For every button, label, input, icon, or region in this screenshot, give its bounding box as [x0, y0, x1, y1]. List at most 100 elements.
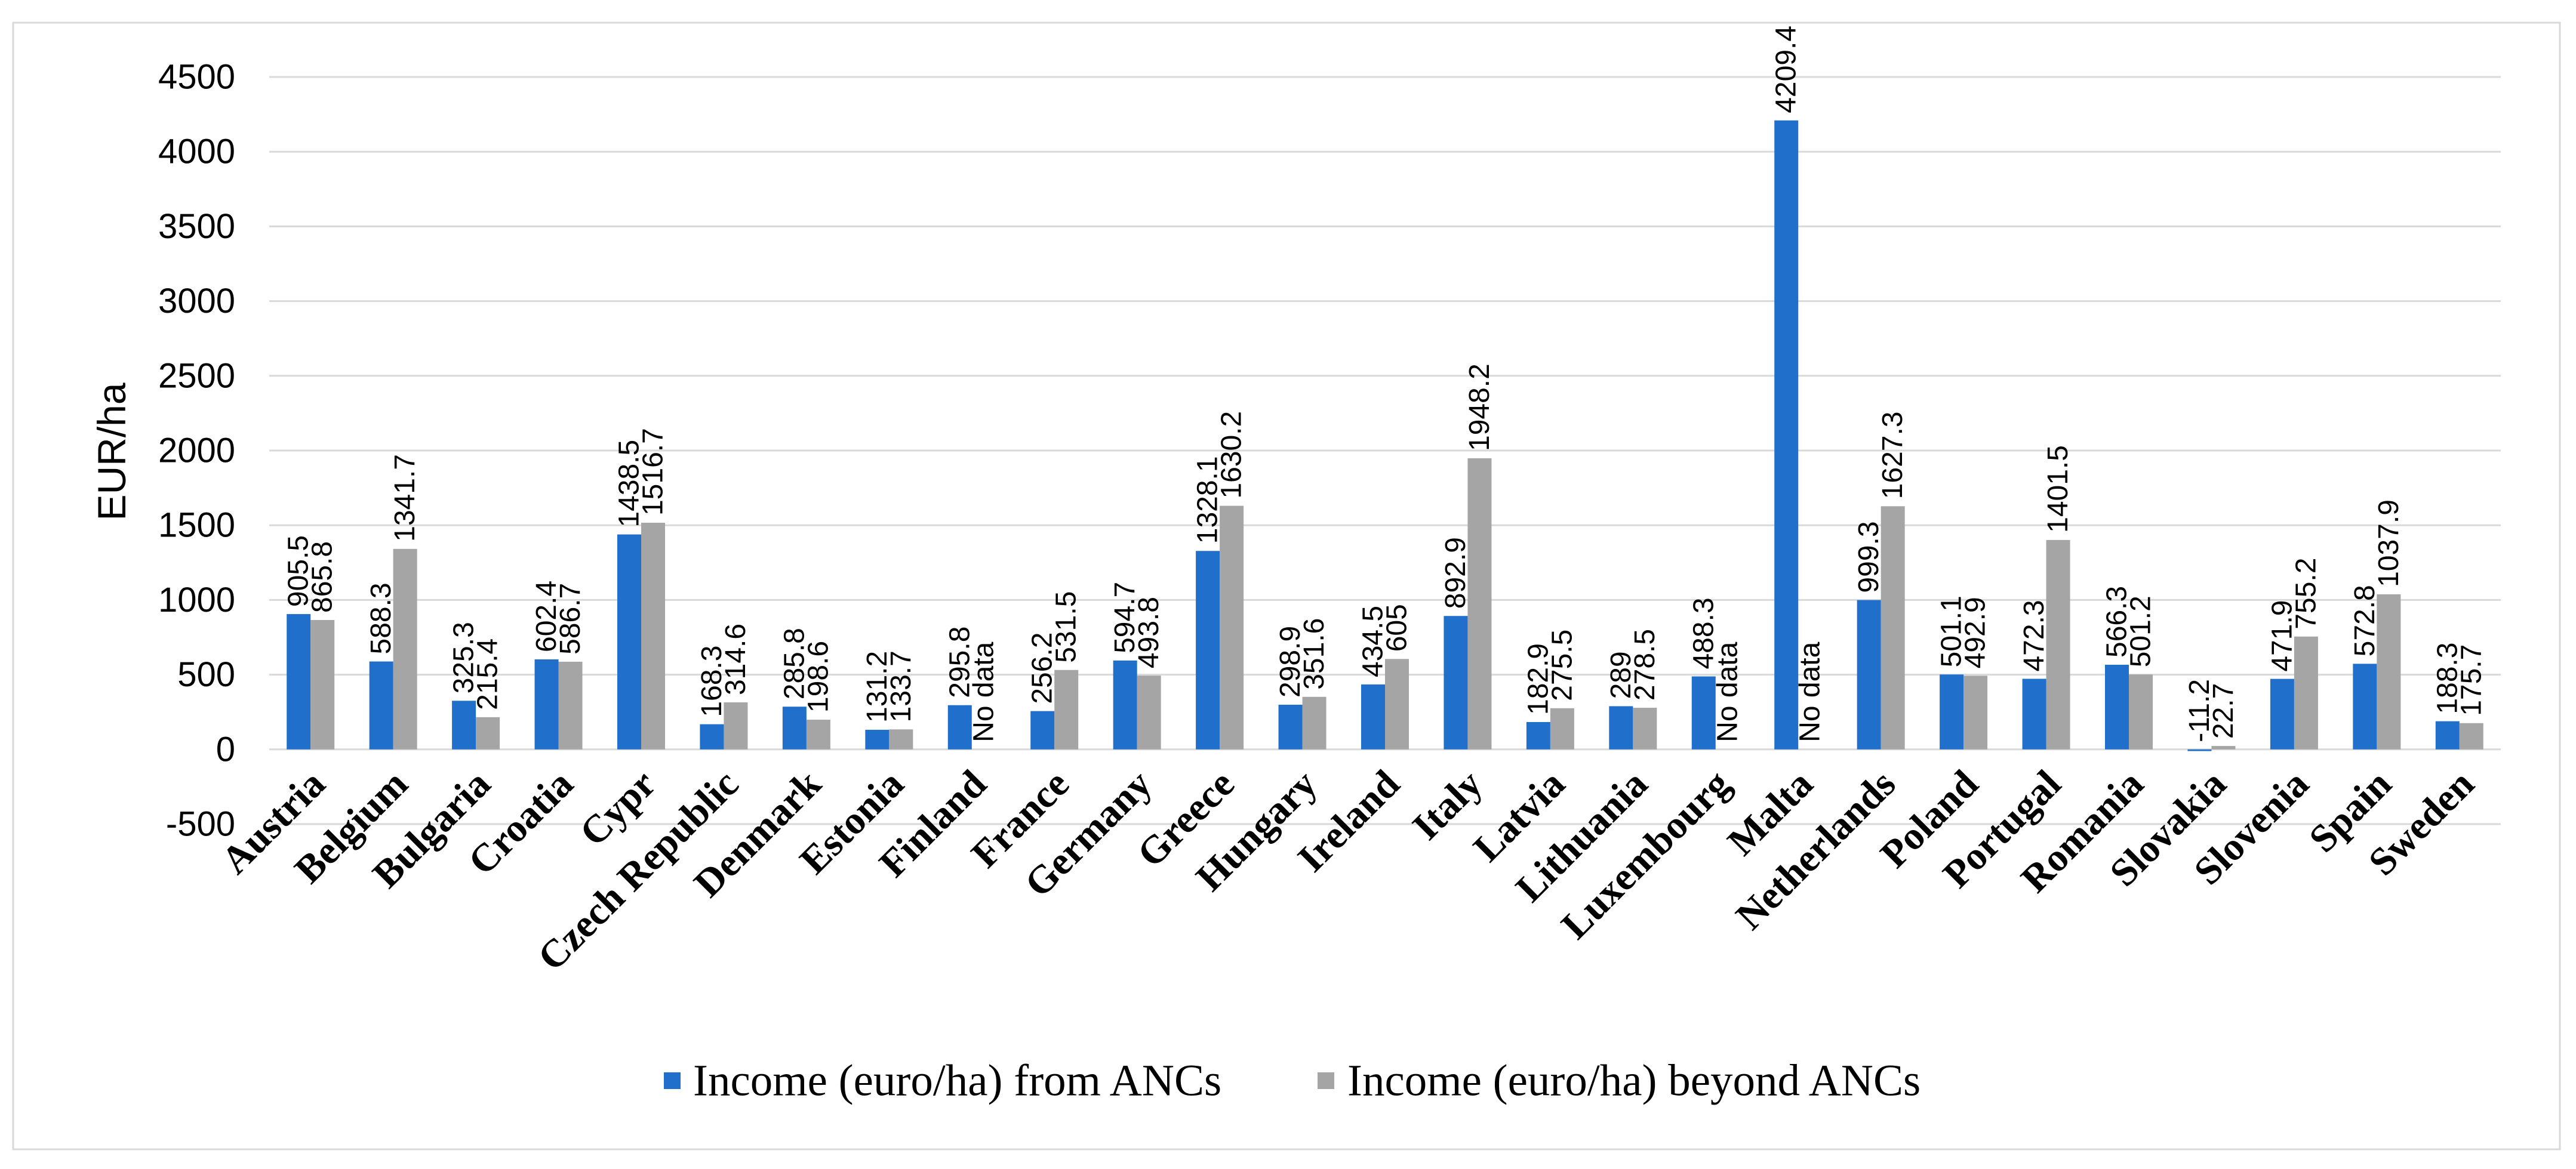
bar-income-euro-ha-beyond-ancs-austria [310, 620, 335, 749]
bar-income-euro-ha-beyond-ancs-czech-republic [724, 702, 748, 749]
data-label-income-euro-ha-from-ancs-bulgaria: 325.3 [448, 622, 480, 693]
bar-income-euro-ha-from-ancs-netherlands [1857, 600, 1881, 749]
data-label-income-euro-ha-beyond-ancs-portugal: 1401.5 [2042, 445, 2074, 533]
bar-income-euro-ha-beyond-ancs-spain [2377, 594, 2401, 749]
bar-income-euro-ha-from-ancs-croatia [534, 659, 559, 749]
y-tick-label: 0 [216, 730, 235, 769]
data-label-income-euro-ha-beyond-ancs-hungary: 351.6 [1298, 618, 1330, 690]
y-tick-label: 3500 [158, 207, 235, 246]
data-label-income-euro-ha-from-ancs-hungary: 298.9 [1275, 626, 1306, 698]
data-label-income-euro-ha-from-ancs-austria: 905.5 [283, 535, 315, 607]
data-label-income-euro-ha-from-ancs-romania: 566.3 [2101, 586, 2133, 658]
bar-income-euro-ha-beyond-ancs-estonia [889, 729, 913, 749]
data-label-income-euro-ha-beyond-ancs-italy: 1948.2 [1464, 363, 1495, 451]
data-label-income-euro-ha-from-ancs-estonia: 131.2 [861, 651, 893, 723]
data-label-income-euro-ha-from-ancs-lithuania: 289 [1605, 651, 1637, 699]
data-label-income-euro-ha-from-ancs-slovenia: 471.9 [2266, 600, 2298, 672]
bar-income-euro-ha-from-ancs-denmark [782, 707, 807, 749]
bar-income-euro-ha-beyond-ancs-belgium [393, 548, 417, 749]
bar-income-euro-ha-beyond-ancs-cypr [641, 523, 665, 749]
bar-income-euro-ha-beyond-ancs-netherlands [1881, 506, 1905, 749]
bar-income-euro-ha-from-ancs-italy [1444, 616, 1468, 749]
data-label-income-euro-ha-beyond-ancs-slovenia: 755.2 [2290, 558, 2322, 630]
bar-income-euro-ha-from-ancs-poland [1940, 674, 1964, 749]
bar-income-euro-ha-from-ancs-bulgaria [452, 701, 476, 749]
data-label-income-euro-ha-from-ancs-france: 256.2 [1027, 633, 1058, 704]
data-label-income-euro-ha-beyond-ancs-romania: 501.2 [2125, 596, 2157, 667]
bar-income-euro-ha-from-ancs-finland [947, 705, 972, 749]
data-label-income-euro-ha-beyond-ancs-denmark: 198.6 [802, 641, 834, 712]
y-axis-tick-labels: -500 0 500 1000 1500 2000 2500 3000 3500 4000 4500 [158, 58, 235, 844]
y-tick-label: -500 [166, 805, 235, 844]
bar-income-euro-ha-from-ancs-greece [1196, 551, 1220, 749]
data-label-income-euro-ha-beyond-ancs-spain: 1037.9 [2373, 499, 2405, 587]
y-tick-label: 4500 [158, 58, 235, 97]
y-tick-label: 2500 [158, 356, 235, 395]
bar-income-euro-ha-from-ancs-romania [2105, 664, 2129, 749]
data-label-income-euro-ha-from-ancs-belgium: 588.3 [365, 582, 397, 654]
bar-income-euro-ha-from-ancs-luxembourg [1691, 676, 1716, 749]
data-label-income-euro-ha-from-ancs-slovakia: -11.2 [2184, 679, 2215, 742]
bar-income-euro-ha-from-ancs-portugal [2022, 678, 2046, 749]
y-tick-label: 4000 [158, 132, 235, 171]
data-label-income-euro-ha-beyond-ancs-slovakia: 22.7 [2208, 683, 2239, 739]
bar-income-euro-ha-from-ancs-cypr [617, 534, 641, 749]
data-label-income-euro-ha-beyond-ancs-austria: 865.8 [307, 541, 338, 613]
data-label-income-euro-ha-beyond-ancs-greece: 1630.2 [1216, 411, 1248, 499]
bar-income-euro-ha-from-ancs-spain [2353, 664, 2377, 749]
bar-income-euro-ha-from-ancs-germany [1113, 660, 1137, 749]
bar-income-euro-ha-beyond-ancs-greece [1220, 505, 1244, 749]
data-label-income-euro-ha-from-ancs-netherlands: 999.3 [1853, 521, 1885, 593]
bar-income-euro-ha-beyond-ancs-poland [1963, 676, 1988, 749]
data-label-income-euro-ha-beyond-ancs-ireland: 605 [1381, 604, 1413, 652]
bar-income-euro-ha-from-ancs-belgium [369, 661, 393, 749]
data-label-income-euro-ha-from-ancs-italy: 892.9 [1440, 537, 1472, 609]
bar-income-euro-ha-beyond-ancs-portugal [2046, 539, 2070, 749]
y-tick-label: 2000 [158, 431, 235, 470]
y-tick-label: 1500 [158, 506, 235, 545]
data-label-income-euro-ha-from-ancs-spain: 572.8 [2349, 585, 2381, 656]
data-label-income-euro-ha-from-ancs-malta: 4209.4 [1771, 26, 1802, 113]
bar-income-euro-ha-beyond-ancs-bulgaria [476, 717, 500, 749]
bar-income-euro-ha-beyond-ancs-denmark [806, 720, 830, 749]
legend-swatch-beyond-ancs [1318, 1072, 1334, 1089]
data-label-income-euro-ha-from-ancs-poland: 501.1 [1936, 596, 1968, 667]
data-label-income-euro-ha-from-ancs-ireland: 434.5 [1358, 606, 1389, 677]
bar-income-euro-ha-beyond-ancs-ireland [1385, 659, 1409, 749]
data-label-income-euro-ha-beyond-ancs-belgium: 1341.7 [389, 454, 421, 542]
bar-income-euro-ha-beyond-ancs-slovenia [2294, 636, 2318, 749]
data-label-income-euro-ha-from-ancs-luxembourg: 488.3 [1688, 597, 1719, 669]
data-label-income-euro-ha-from-ancs-germany: 594.7 [1109, 582, 1141, 653]
bar-income-euro-ha-from-ancs-sweden [2435, 721, 2460, 749]
data-label-income-euro-ha-from-ancs-latvia: 182.9 [1522, 643, 1554, 715]
y-axis-label: EUR/ha [90, 383, 134, 520]
bar-income-euro-ha-beyond-ancs-croatia [558, 661, 583, 749]
legend-label-from-ancs: Income (euro/ha) from ANCs [693, 1056, 1221, 1106]
bar-income-euro-ha-from-ancs-malta [1774, 120, 1799, 749]
bar-income-euro-ha-beyond-ancs-lithuania [1633, 708, 1657, 749]
data-label-income-euro-ha-beyond-ancs-croatia: 586.7 [555, 583, 586, 655]
bar-income-euro-ha-beyond-ancs-hungary [1302, 696, 1327, 749]
data-label-income-euro-ha-beyond-ancs-poland: 492.9 [1960, 597, 1992, 668]
bars [287, 120, 2483, 751]
data-label-income-euro-ha-beyond-ancs-finland: No data [968, 641, 999, 742]
bar-income-euro-ha-beyond-ancs-latvia [1550, 708, 1574, 749]
bar-income-euro-ha-beyond-ancs-germany [1137, 676, 1161, 749]
bar-income-euro-ha-from-ancs-france [1030, 711, 1055, 749]
bar-income-euro-ha-from-ancs-latvia [1526, 722, 1550, 749]
data-label-income-euro-ha-from-ancs-cypr: 1438.5 [614, 440, 645, 528]
bar-income-euro-ha-beyond-ancs-italy [1467, 458, 1492, 749]
legend-label-beyond-ancs: Income (euro/ha) beyond ANCs [1347, 1056, 1921, 1106]
data-label-income-euro-ha-beyond-ancs-czech-republic: 314.6 [720, 624, 752, 695]
data-label-income-euro-ha-from-ancs-finland: 295.8 [944, 627, 975, 698]
bar-income-euro-ha-beyond-ancs-sweden [2459, 723, 2483, 749]
data-label-income-euro-ha-beyond-ancs-germany: 493.8 [1133, 597, 1165, 668]
bar-income-euro-ha-from-ancs-slovakia [2187, 749, 2212, 751]
data-label-income-euro-ha-beyond-ancs-latvia: 275.5 [1546, 630, 1578, 701]
data-label-income-euro-ha-beyond-ancs-cypr: 1516.7 [638, 428, 669, 516]
data-label-income-euro-ha-beyond-ancs-sweden: 175.7 [2455, 644, 2487, 716]
bar-income-euro-ha-from-ancs-slovenia [2270, 678, 2294, 749]
data-label-income-euro-ha-beyond-ancs-netherlands: 1627.3 [1877, 412, 1909, 499]
